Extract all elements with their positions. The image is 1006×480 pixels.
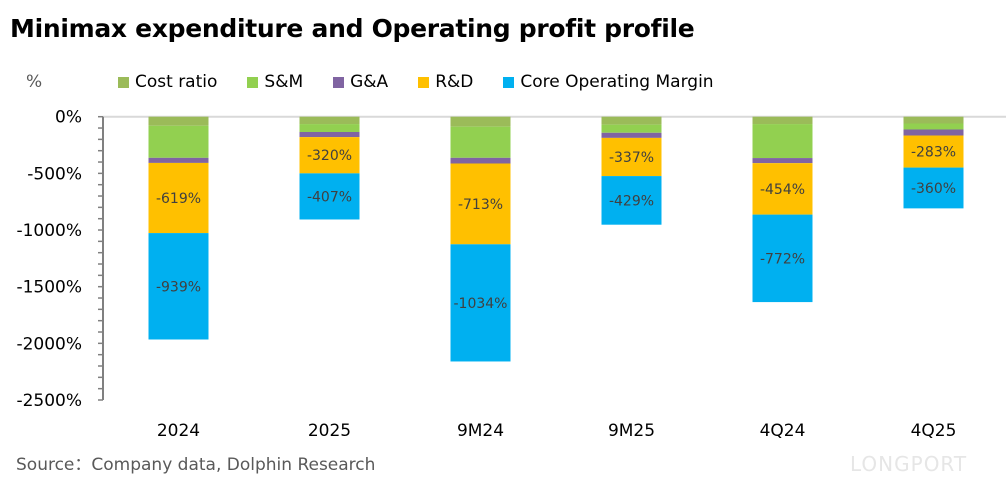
data-label: -360%: [911, 181, 956, 197]
bar-segment-r-d: [148, 162, 209, 234]
bar-segment-s-m: [148, 125, 209, 158]
bar-segment-core-operating-margin: [903, 167, 964, 209]
bar-segment-s-m: [450, 126, 511, 158]
y-tick-label: -1000%: [16, 221, 82, 241]
data-label: -939%: [156, 279, 201, 295]
data-label: -619%: [156, 191, 201, 207]
legend-item: R&D: [418, 72, 473, 92]
legend-item: S&M: [247, 72, 303, 92]
bar-segment-s-m: [752, 124, 813, 159]
legend-swatch: [118, 76, 129, 88]
legend: Cost ratio S&M G&A R&D Core Operating Margin: [118, 72, 744, 92]
legend-swatch: [503, 76, 515, 88]
bar-segment-g-a: [299, 131, 360, 138]
y-axis-unit: %: [26, 72, 43, 92]
legend-label: Cost ratio: [135, 72, 218, 92]
bar-segment-core-operating-margin: [450, 244, 511, 362]
data-label: -454%: [760, 182, 805, 198]
bar-segment-r-d: [903, 135, 964, 168]
y-tick-label: -2500%: [16, 391, 82, 411]
x-tick-label: 2024: [157, 421, 200, 441]
bar-segment-r-d: [450, 163, 511, 245]
x-tick-label: 9M25: [608, 421, 655, 441]
x-tick-label: 2025: [308, 421, 351, 441]
bar-segment-cost-ratio: [601, 116, 662, 125]
bar-segment-cost-ratio: [148, 116, 209, 126]
legend-swatch: [333, 76, 345, 88]
data-label: -713%: [458, 197, 503, 213]
bar-segment-cost-ratio: [752, 116, 813, 125]
legend-item: Cost ratio: [118, 72, 217, 92]
legend-item: G&A: [333, 72, 388, 92]
data-label: -283%: [911, 145, 956, 161]
bar-segment-g-a: [903, 129, 964, 136]
bar-segment-g-a: [752, 158, 813, 164]
source-note: Source：Company data, Dolphin Research: [16, 455, 376, 475]
data-label: -337%: [609, 150, 654, 166]
legend-label: Core Operating Margin: [520, 72, 714, 92]
bar-segment-r-d: [299, 137, 360, 174]
data-label: -772%: [760, 251, 805, 267]
bar-segment-g-a: [601, 132, 662, 138]
legend-item: Core Operating Margin: [503, 72, 714, 92]
bar-segment-s-m: [903, 123, 964, 130]
bar-segment-cost-ratio: [903, 116, 964, 124]
legend-label: S&M: [264, 72, 304, 92]
bar-segment-cost-ratio: [450, 116, 511, 127]
bar-segment-s-m: [601, 124, 662, 133]
y-tick-label: -500%: [27, 164, 82, 184]
y-tick-label: -1500%: [16, 278, 82, 298]
bar-segment-g-a: [450, 157, 511, 164]
bar-segment-core-operating-margin: [148, 233, 209, 340]
y-tick-label: -2000%: [16, 334, 82, 354]
data-label: -429%: [609, 193, 654, 209]
y-tick-label: 0%: [55, 108, 82, 128]
legend-label: G&A: [350, 72, 389, 92]
x-tick-label: 4Q24: [760, 421, 806, 441]
bar-segment-r-d: [752, 163, 813, 215]
bar-segment-s-m: [299, 124, 360, 132]
legend-swatch: [247, 76, 259, 88]
bar-segment-g-a: [148, 157, 209, 163]
legend-swatch: [418, 76, 430, 88]
chart-title: Minimax expenditure and Operating profit…: [10, 14, 695, 43]
bar-segment-core-operating-margin: [752, 214, 813, 303]
legend-label: R&D: [435, 72, 474, 92]
data-label: -407%: [307, 189, 352, 205]
bar-segment-cost-ratio: [299, 116, 360, 125]
bar-segment-core-operating-margin: [601, 176, 662, 225]
data-label: -320%: [307, 148, 352, 164]
x-tick-label: 9M24: [457, 421, 504, 441]
watermark-logo: LONGPORT: [850, 452, 968, 476]
data-label: -1034%: [454, 296, 508, 312]
bar-segment-r-d: [601, 137, 662, 177]
bar-segment-core-operating-margin: [299, 173, 360, 220]
x-tick-label: 4Q25: [911, 421, 957, 441]
